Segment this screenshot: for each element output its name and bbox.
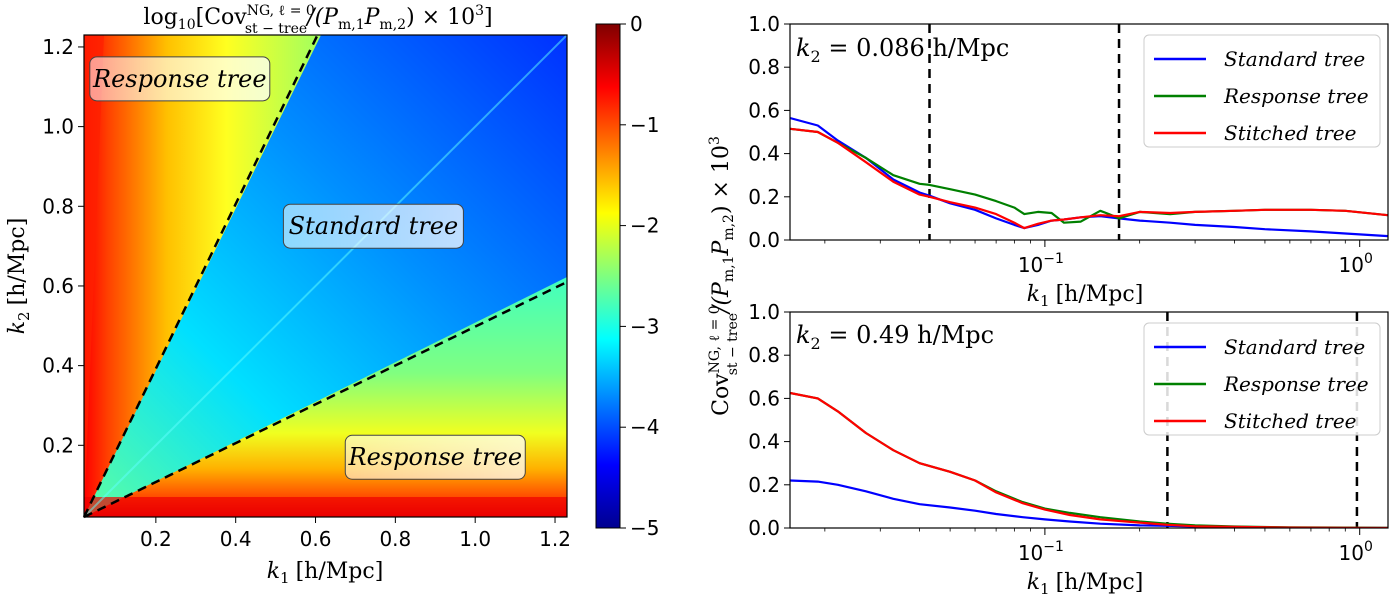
- colorbar: 0 −1 −2 −3 −4 −5: [595, 12, 659, 540]
- x-tick-label: 10−1: [1018, 251, 1064, 277]
- region-label-box: [344, 434, 526, 480]
- y-tick-label: 0.4: [42, 354, 74, 378]
- heatmap-frame: [83, 34, 568, 518]
- top-panel-legend: Standard tree Response tree Stitched tree: [1143, 34, 1381, 148]
- region-label-2: Standard tree: [282, 203, 464, 249]
- legend-label-response-tree: Response tree: [1223, 84, 1369, 108]
- x-tick-label: 10−1: [1018, 539, 1064, 565]
- region-label-box: [282, 203, 464, 249]
- x-tick-label: 1.0: [459, 527, 491, 551]
- top-panel-annotation: k2 = 0.086 h/Mpc: [796, 34, 1009, 66]
- bottom-panel-series: [790, 391, 1388, 528]
- x-tick-label: 0.4: [220, 527, 252, 551]
- colorbar-tick-label: −3: [630, 314, 659, 338]
- region-label-text: Response tree: [92, 65, 267, 93]
- y-tick-label: 0.2: [42, 433, 74, 457]
- y-tick-label: 0.2: [748, 473, 780, 497]
- bottom-panel-y-ticks: 0.0 0.2 0.4 0.6 0.8 1.0: [748, 300, 790, 540]
- y-tick-label: 0.8: [748, 343, 780, 367]
- bottom-panel-frame: [789, 311, 1389, 529]
- y-tick-label: 0.8: [42, 194, 74, 218]
- series-stitched-tree: [790, 127, 1388, 230]
- y-tick-label: 0.8: [748, 55, 780, 79]
- y-tick-label: 1.2: [42, 35, 74, 59]
- top-panel-vlines: [928, 24, 1121, 240]
- x-tick-label: 0.8: [379, 527, 411, 551]
- heatmap-y-label: k2[h/Mpc]: [5, 218, 33, 335]
- y-tick-label: 0.6: [748, 386, 780, 410]
- legend-label-stitched-tree: Stitched tree: [1224, 121, 1357, 145]
- line-panel-bottom: 0.0 0.2 0.4 0.6 0.8 1.0 10−1 100 k2 = 0.49 h/M…: [748, 300, 1389, 598]
- region-label-1: Response tree: [89, 56, 271, 102]
- legend-box: [1143, 34, 1381, 148]
- colorbar-tick-label: −5: [630, 516, 659, 540]
- heatmap-x-ticks: 0.2 0.4 0.6 0.8 1.0 1.2: [140, 517, 571, 551]
- region-label-box: [89, 56, 271, 102]
- colorbar-tick-label: −2: [630, 214, 659, 238]
- colorbar-tick-label: −4: [630, 415, 659, 439]
- y-tick-label: 0.4: [748, 430, 780, 454]
- series-standard-tree: [790, 479, 1388, 528]
- top-panel-series: [790, 116, 1388, 238]
- top-panel-y-ticks: 0.0 0.2 0.4 0.6 0.8 1.0: [748, 12, 790, 252]
- legend-label-standard-tree: Standard tree: [1224, 335, 1365, 359]
- bottom-panel-annotation: k2 = 0.49 h/Mpc: [796, 321, 994, 353]
- y-tick-label: 0.0: [748, 516, 780, 540]
- y-tick-label: 0.0: [748, 228, 780, 252]
- line-panel-top: 0.0 0.2 0.4 0.6 0.8 1.0 10−1 100 k2 = 0.086 h/…: [748, 12, 1389, 310]
- y-tick-label: 1.0: [42, 115, 74, 139]
- legend-box: [1143, 322, 1381, 436]
- x-tick-label: 1.2: [539, 527, 571, 551]
- legend-label-response-tree: Response tree: [1223, 372, 1369, 396]
- top-panel-x-ticks: 10−1 100: [824, 240, 1373, 277]
- bottom-panel-x-label: k1 [h/Mpc]: [1027, 570, 1144, 598]
- bottom-panel-x-ticks: 10−1 100: [824, 528, 1373, 565]
- y-tick-label: 0.6: [748, 98, 780, 122]
- heatmap-region-labels: Response tree Standard tree Response tree: [89, 56, 526, 480]
- y-tick-label: 0.4: [748, 142, 780, 166]
- heatmap-y-ticks: 0.2 0.4 0.6 0.8 1.0 1.2: [42, 35, 84, 457]
- colorbar-ticks: 0 −1 −2 −3 −4 −5: [620, 12, 659, 540]
- region-label-text: Standard tree: [289, 212, 459, 240]
- y-tick-label: 1.0: [748, 300, 780, 324]
- legend-label-standard-tree: Standard tree: [1224, 47, 1365, 71]
- x-tick-label: 0.6: [300, 527, 332, 551]
- x-tick-label: 100: [1339, 539, 1373, 565]
- x-tick-label: 0.2: [140, 527, 172, 551]
- y-tick-label: 0.2: [748, 185, 780, 209]
- top-panel-frame: [789, 23, 1389, 241]
- heatmap-x-label: k1 [h/Mpc]: [267, 559, 384, 587]
- region-label-text: Response tree: [348, 443, 523, 471]
- colorbar-tick-label: 0: [630, 12, 643, 36]
- top-panel-x-label: k1 [h/Mpc]: [1027, 282, 1144, 310]
- region-label-3: Response tree: [344, 434, 526, 480]
- legend-label-stitched-tree: Stitched tree: [1224, 409, 1357, 433]
- x-tick-label: 100: [1339, 251, 1373, 277]
- colorbar-tick-label: −1: [630, 113, 659, 137]
- series-stitched-tree: [790, 391, 1388, 528]
- y-tick-label: 0.6: [42, 274, 74, 298]
- y-tick-label: 1.0: [748, 12, 780, 36]
- bottom-panel-legend: Standard tree Response tree Stitched tree: [1143, 322, 1381, 436]
